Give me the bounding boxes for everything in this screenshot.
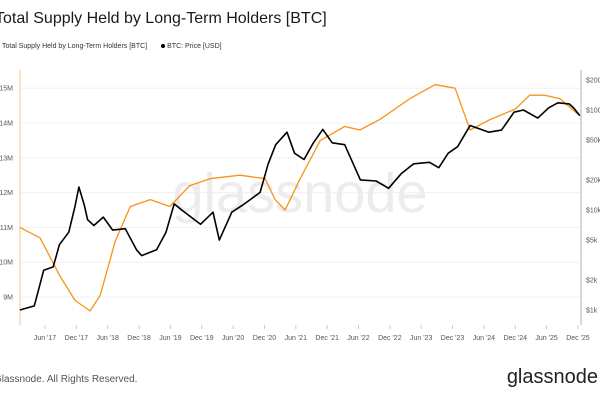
lth-supply-line — [19, 84, 579, 312]
right-axis-tick-label: $1k — [586, 308, 598, 315]
right-axis-tick-label: $20k — [586, 177, 600, 184]
chart-title: Total Supply Held by Long-Term Holders [… — [0, 10, 327, 27]
x-axis-tick-label: Jun '25 — [535, 335, 557, 342]
x-axis-tick-label: Jun '18 — [97, 335, 119, 342]
x-axis-tick-label: Dec '23 — [441, 335, 465, 342]
right-axis-tick-label: $10k — [586, 208, 600, 215]
x-axis-tick-label: Dec '17 — [65, 335, 89, 342]
left-axis-tick-label: 13M — [0, 155, 13, 162]
btc-price-line — [19, 102, 581, 311]
copyright-footer: Glassnode. All Rights Reserved. — [0, 374, 138, 385]
legend-item-btc-price[interactable]: BTC: Price [USD] — [161, 43, 222, 50]
right-axis-tick-label: $200k — [586, 77, 600, 84]
right-axis-tick-label: $5k — [586, 238, 598, 245]
legend: Total Supply Held by Long-Term Holders [… — [2, 43, 222, 50]
x-axis-tick-label: Jun '20 — [222, 335, 244, 342]
legend-dot-icon — [161, 44, 166, 49]
glassnode-logo: glassnode — [506, 366, 598, 388]
left-axis-tick-label: 14M — [0, 121, 13, 128]
x-axis-tick-label: Dec '19 — [190, 335, 214, 342]
legend-item-lth-supply[interactable]: Total Supply Held by Long-Term Holders [… — [2, 43, 148, 50]
x-axis-tick-label: Jun '24 — [473, 335, 495, 342]
left-axis-tick-label: 11M — [0, 225, 13, 232]
left-axis-tick-label: 12M — [0, 190, 13, 197]
right-axis-tick-label: $100k — [586, 108, 600, 115]
x-axis-tick-label: Dec '18 — [127, 335, 151, 342]
x-axis-tick-label: Jun '19 — [159, 335, 181, 342]
left-axis-tick-label: 15M — [0, 86, 13, 93]
x-axis-tick-label: Dec '22 — [378, 335, 402, 342]
x-axis-tick-label: Dec '25 — [566, 335, 590, 342]
x-axis-tick-label: Jun '23 — [410, 335, 432, 342]
x-axis-tick-label: Dec '24 — [503, 335, 527, 342]
right-axis-tick-label: $50k — [586, 138, 600, 145]
x-axis-tick-label: Jun '21 — [285, 335, 307, 342]
left-axis-tick-label: 10M — [0, 260, 13, 267]
right-axis-tick-label: $2k — [586, 277, 598, 284]
watermark: glassnode — [172, 161, 427, 224]
x-axis-tick-label: Dec '20 — [253, 335, 277, 342]
x-axis-tick-label: Dec '21 — [315, 335, 339, 342]
left-axis-tick-label: 9M — [3, 295, 13, 302]
x-axis-tick-label: Jun '17 — [34, 335, 56, 342]
x-axis-tick-label: Jun '22 — [347, 335, 369, 342]
